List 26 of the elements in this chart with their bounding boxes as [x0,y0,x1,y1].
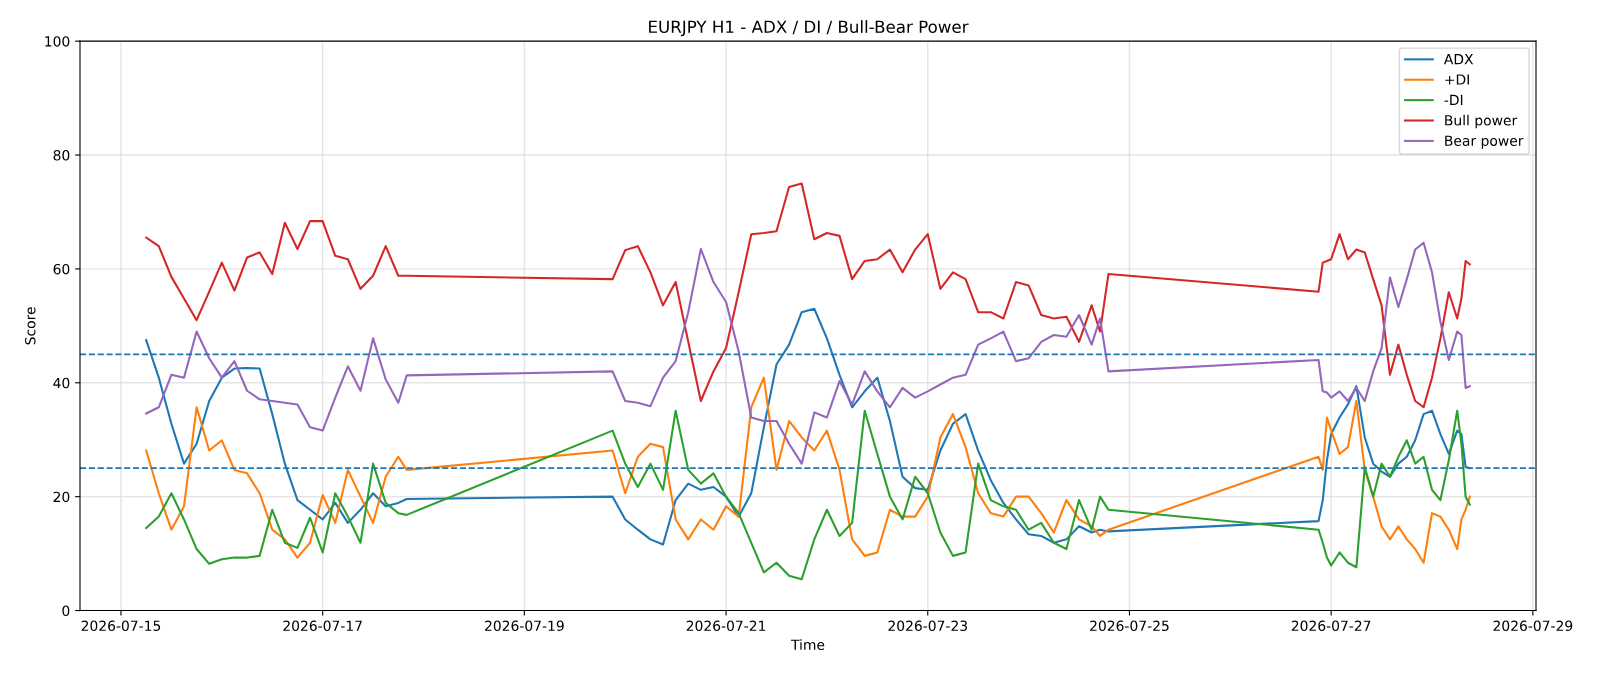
x-axis-title: Time [790,639,825,651]
line-series [145,409,1471,581]
legend-label: -DI [1444,94,1463,105]
x-tick-label: 2026-07-23 [888,620,967,632]
legend-label: Bear power [1445,135,1524,149]
y-tick-label: 0 [62,605,70,617]
x-tick-label: 2026-07-21 [686,620,766,632]
y-tick-label: 80 [53,150,70,161]
x-tick-label: 2026-07-27 [1291,620,1371,632]
x-tick-label: 2026-07-15 [81,620,161,632]
line-series [145,182,1471,409]
x-tick-label: 2026-07-25 [1090,620,1169,632]
x-tick-label: 2026-07-29 [1493,620,1573,632]
x-tick-label: 2026-07-17 [283,620,362,632]
legend-label: +DI [1445,74,1469,85]
y-tick-label: 100 [45,36,70,47]
y-tick-label: 20 [53,491,70,503]
y-axis-title: Score [25,307,36,345]
chart-title: EURJPY H1 - ADX / DI / Bull-Bear Power [649,20,969,37]
y-tick-label: 60 [53,263,70,275]
legend-label: ADX [1443,54,1474,65]
x-tick-label: 2026-07-19 [485,620,564,632]
legend-label: Bull power [1445,114,1518,129]
line-series [145,376,1471,564]
y-tick-label: 40 [53,377,70,389]
line-series [145,241,1471,465]
